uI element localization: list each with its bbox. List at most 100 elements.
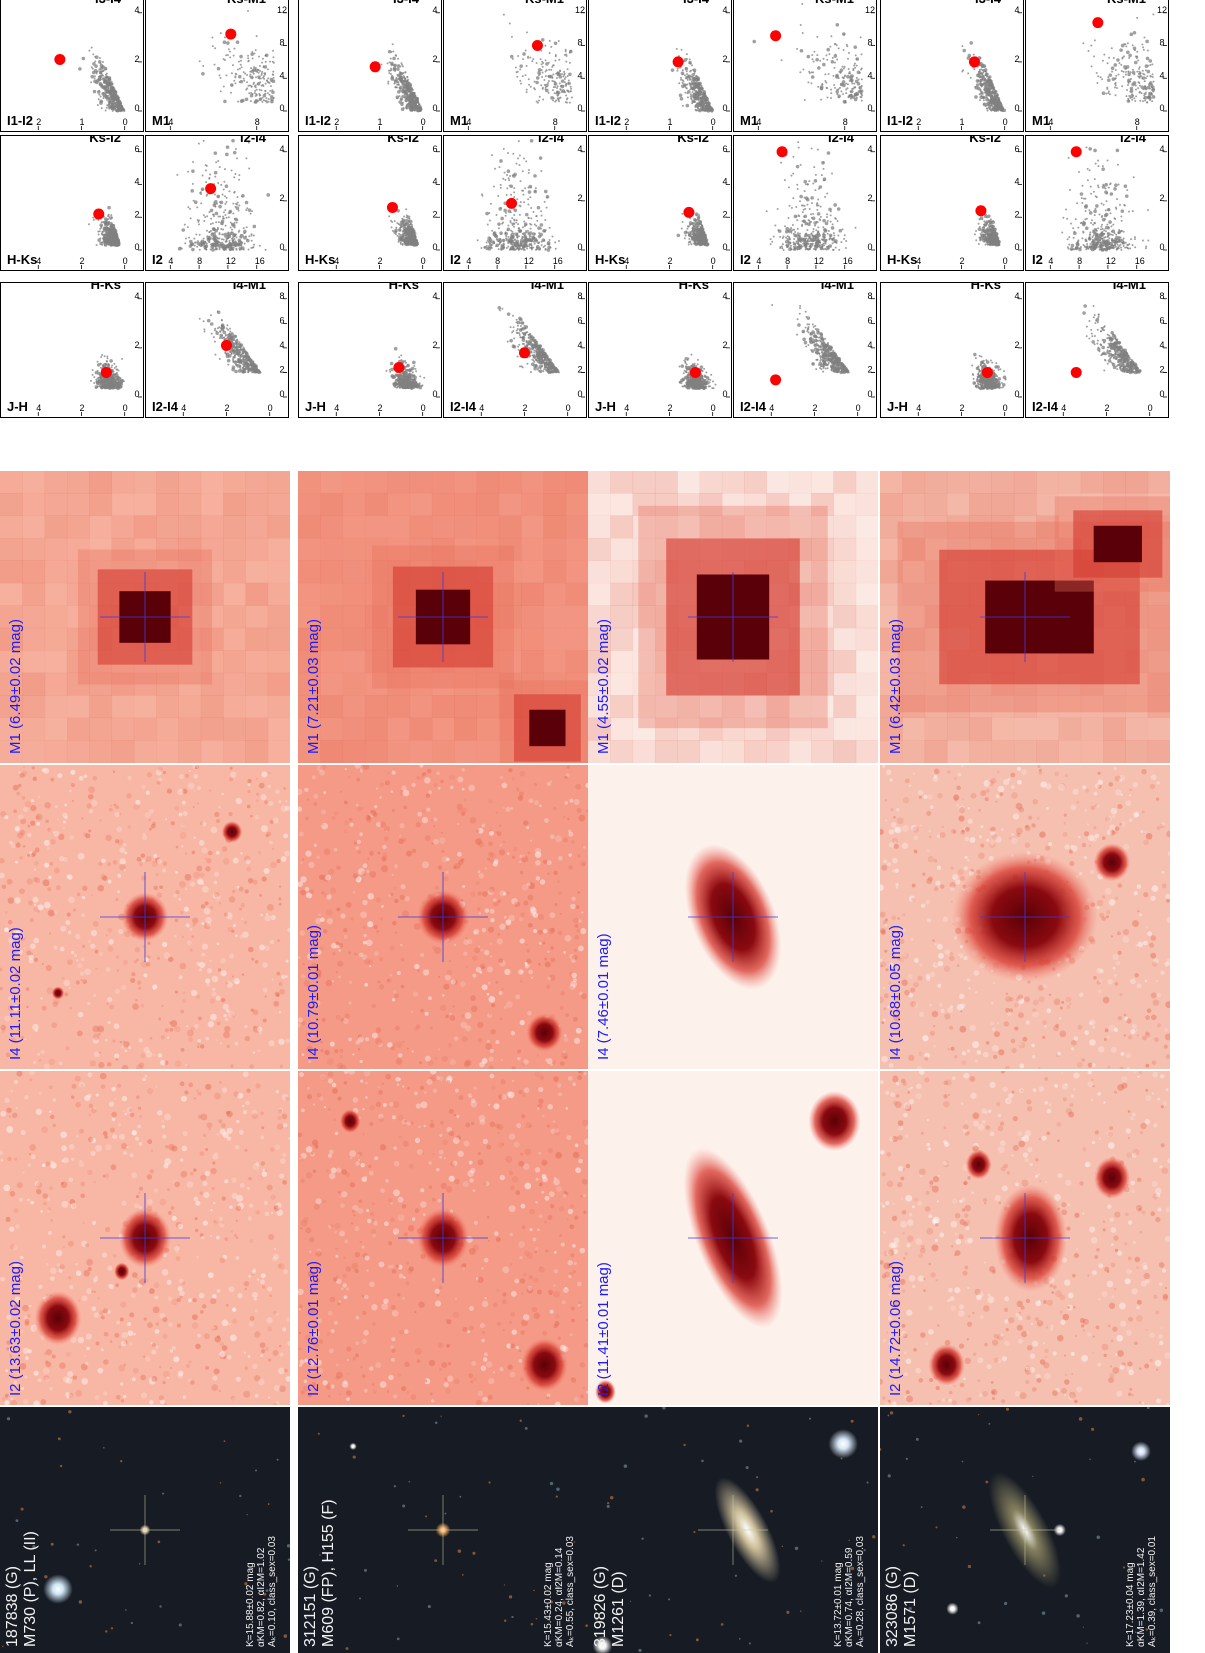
- y-tick-label: 4: [168, 117, 173, 127]
- x-tick-label: 4: [577, 340, 582, 350]
- x-axis-label: H-Ks: [389, 283, 419, 292]
- y-axis-label: J-H: [887, 399, 908, 414]
- x-tick-label: 0: [432, 242, 437, 252]
- m1-panel-row-4: M1 (6.42±0.03 mag): [880, 471, 1170, 763]
- diagram-canvas: 0 2 4 2 1 0 I1-I2 I3-I4: [887, 0, 1022, 130]
- x-tick-label: 4: [867, 144, 872, 154]
- x-tick-label: 0: [1159, 242, 1164, 252]
- dss-cross-ids: M609 (FP), H155 (F): [320, 1499, 337, 1647]
- y-tick-label: 4: [1061, 403, 1066, 413]
- m1-image: [880, 471, 1170, 763]
- x-tick-label: 4: [1014, 177, 1019, 187]
- y-tick-label: 12: [1106, 256, 1116, 266]
- y-tick-label: 2: [812, 403, 817, 413]
- x-tick-label: 0: [432, 389, 437, 399]
- source-point: [672, 56, 684, 68]
- i4-image: [0, 765, 290, 1069]
- y-tick-label: 4: [466, 256, 471, 266]
- x-tick-label: 2: [432, 340, 437, 350]
- color-diagram-h-ks-vs-ks-i2: 0 2 4 6 4 2 0 H-Ks Ks-I2: [298, 135, 442, 271]
- dss-info-line2: αKM=0.74, αI2M=0.59: [844, 1547, 855, 1647]
- x-tick-label: 4: [867, 70, 872, 80]
- x-tick-label: 2: [577, 364, 582, 374]
- color-diagram-i1-i2-vs-i3-i4: 0 2 4 2 1 0 I1-I2 I3-I4: [880, 0, 1024, 132]
- diagram-canvas: 0 2 4 6 8 4 2 0 I2-I4 I4-M1: [152, 283, 287, 416]
- dss-source-id: 312151 (G): [302, 1566, 319, 1647]
- diagram-canvas: 0 2 4 2 1 0 I1-I2 I3-I4: [595, 0, 730, 130]
- dss-info-line3: Aₖ=0.55, class_sex=0.03: [565, 1536, 576, 1647]
- y-tick-label: 8: [1077, 256, 1082, 266]
- y-tick-label: 2: [667, 403, 672, 413]
- x-axis-label: I4-M1: [531, 283, 564, 292]
- i4-magnitude-label: I4 (10.79±0.01 mag): [305, 925, 322, 1060]
- source-point: [100, 366, 112, 378]
- x-tick-label: 12: [575, 5, 585, 15]
- y-tick-label: 4: [756, 256, 761, 266]
- x-tick-label: 0: [867, 389, 872, 399]
- source-point: [518, 347, 530, 359]
- y-tick-label: 2: [79, 403, 84, 413]
- y-tick-label: 0: [123, 256, 128, 266]
- x-tick-label: 8: [577, 291, 582, 301]
- color-diagram-m1-vs-ks-m1: 0 4 8 12 4 8 M1 Ks-M1: [145, 0, 289, 132]
- x-tick-label: 4: [134, 291, 139, 301]
- x-tick-label: 0: [577, 242, 582, 252]
- y-tick-label: 0: [421, 403, 426, 413]
- y-tick-label: 8: [1135, 117, 1140, 127]
- y-tick-label: 0: [711, 256, 716, 266]
- x-tick-label: 0: [1014, 103, 1019, 113]
- y-axis-label: J-H: [595, 399, 616, 414]
- x-tick-label: 4: [432, 291, 437, 301]
- y-axis-label: I2-I4: [1032, 399, 1059, 414]
- y-axis-label: I2: [152, 252, 163, 267]
- i4-panel-row-3: I4 (7.46±0.01 mag): [588, 765, 878, 1069]
- y-tick-label: 4: [36, 403, 41, 413]
- y-axis-label: I1-I2: [7, 113, 33, 128]
- color-diagram-j-h-vs-h-ks: 0 2 4 4 2 0 J-H H-Ks: [298, 282, 442, 418]
- y-tick-label: 2: [36, 117, 41, 127]
- source-point: [770, 30, 782, 42]
- x-axis-label: Ks-I2: [387, 136, 419, 145]
- y-axis-label: I2: [450, 252, 461, 267]
- dss-image: [588, 1407, 878, 1653]
- diagram-canvas: 0 2 4 6 4 2 0 H-Ks Ks-I2: [887, 136, 1022, 269]
- x-tick-label: 6: [1014, 144, 1019, 154]
- y-tick-label: 12: [226, 256, 236, 266]
- y-tick-label: 1: [377, 117, 382, 127]
- x-tick-label: 12: [1157, 5, 1167, 15]
- y-tick-label: 0: [1003, 403, 1008, 413]
- y-tick-label: 2: [377, 403, 382, 413]
- y-tick-label: 1: [959, 117, 964, 127]
- i4-image: [298, 765, 588, 1069]
- y-tick-label: 12: [814, 256, 824, 266]
- x-tick-label: 4: [432, 5, 437, 15]
- diagram-canvas: 0 2 4 4 8 12 16 I2 I2-I4: [450, 136, 585, 269]
- y-tick-label: 4: [1048, 256, 1053, 266]
- y-tick-label: 2: [959, 403, 964, 413]
- x-tick-label: 4: [722, 5, 727, 15]
- y-tick-label: 2: [79, 256, 84, 266]
- diagram-canvas: 0 2 4 4 8 12 16 I2 I2-I4: [152, 136, 287, 269]
- x-axis-label: I2-I4: [538, 136, 565, 145]
- dss-cross-ids: M730 (P), LL (II): [22, 1531, 39, 1647]
- i2-magnitude-label: I2 (14.72±0.06 mag): [887, 1261, 904, 1396]
- diagram-canvas: 0 4 8 12 4 8 M1 Ks-M1: [740, 0, 875, 130]
- dss-source-id: 187838 (G): [4, 1566, 21, 1647]
- y-tick-label: 4: [181, 403, 186, 413]
- x-tick-label: 0: [279, 389, 284, 399]
- y-tick-label: 2: [224, 403, 229, 413]
- y-tick-label: 2: [1104, 403, 1109, 413]
- i2-panel-row-4: I2 (14.72±0.06 mag): [880, 1071, 1170, 1405]
- color-diagram-m1-vs-ks-m1: 0 4 8 12 4 8 M1 Ks-M1: [1025, 0, 1169, 132]
- x-tick-label: 2: [134, 54, 139, 64]
- x-axis-label: I4-M1: [1113, 283, 1146, 292]
- source-point: [770, 374, 782, 386]
- i2-image: [298, 1071, 588, 1405]
- source-point: [393, 362, 405, 374]
- x-tick-label: 0: [279, 242, 284, 252]
- dss-info-line1: K=13.72±0.01 mag: [833, 1562, 844, 1647]
- color-diagram-j-h-vs-h-ks: 0 2 4 4 2 0 J-H H-Ks: [880, 282, 1024, 418]
- color-diagram-m1-vs-ks-m1: 0 4 8 12 4 8 M1 Ks-M1: [443, 0, 587, 132]
